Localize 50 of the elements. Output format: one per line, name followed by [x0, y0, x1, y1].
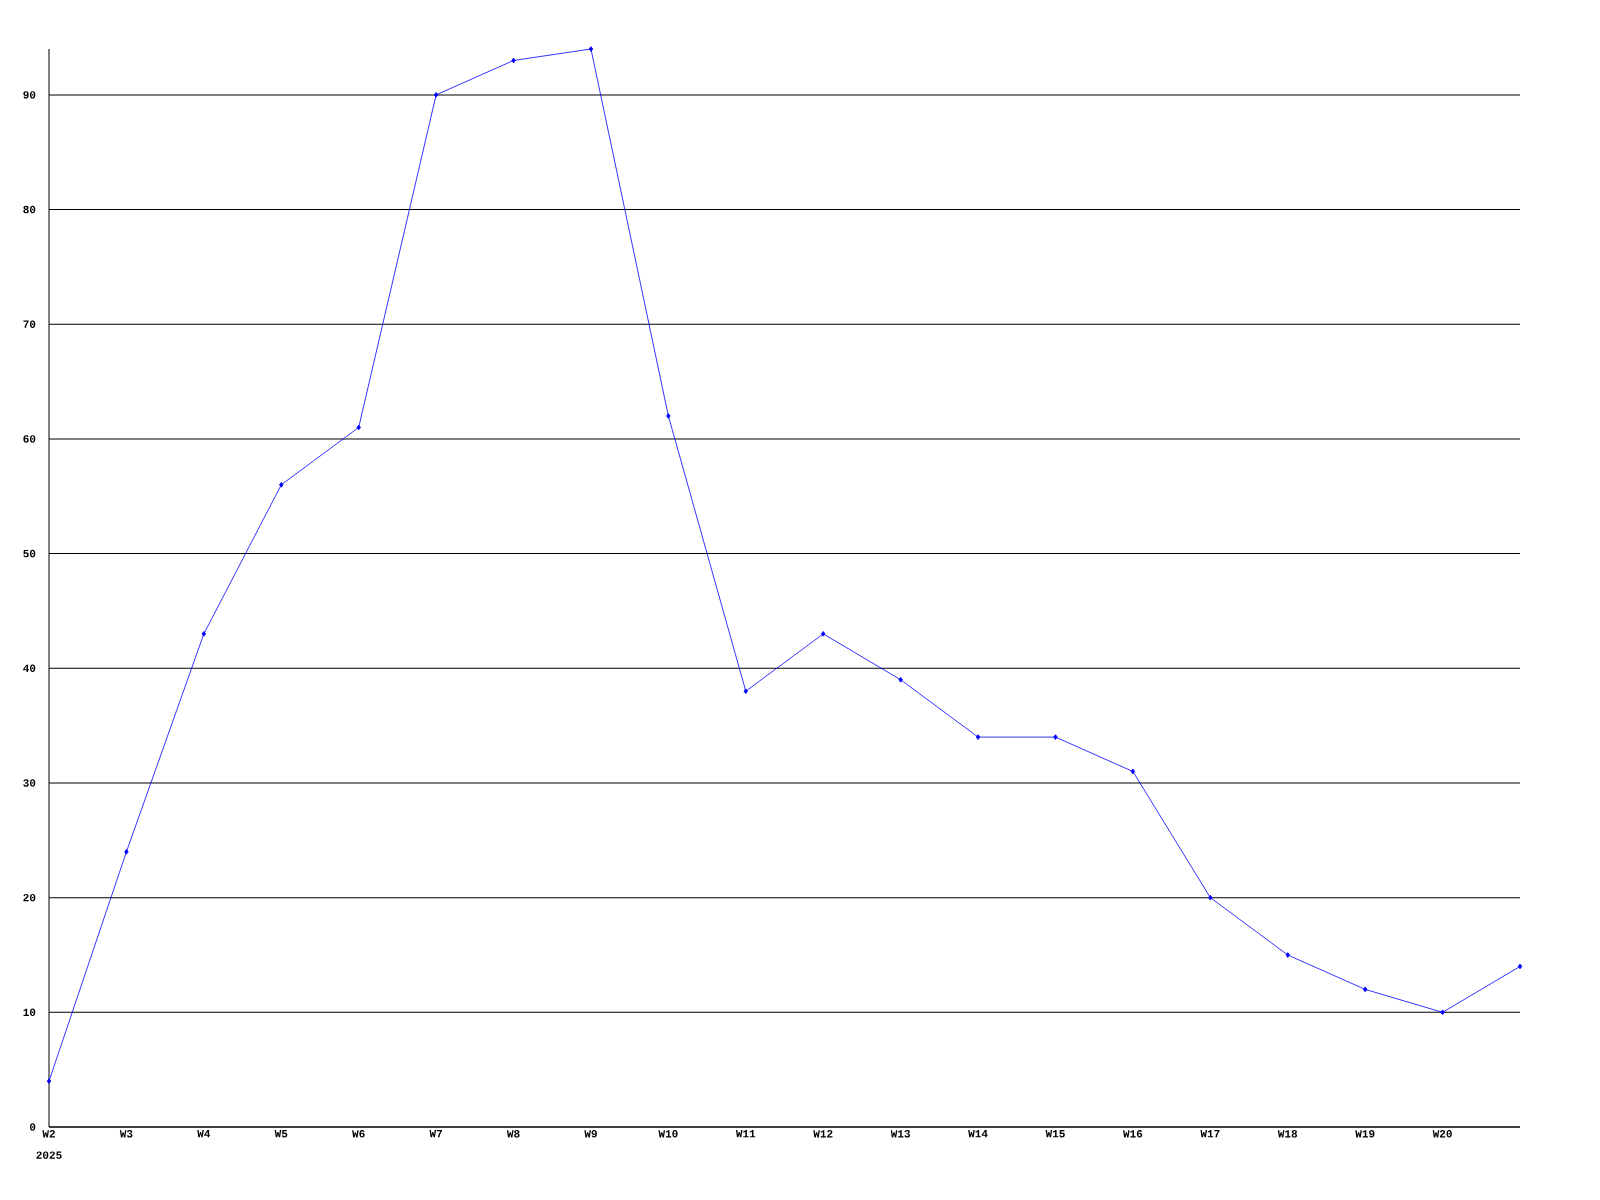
point: [666, 413, 671, 419]
point: [1517, 963, 1523, 970]
y-tick-label: 50: [23, 549, 36, 558]
x-tick-label: W8: [506, 1130, 520, 1138]
x-tick-label: W16: [1123, 1130, 1143, 1138]
x-tick-label: W17: [1200, 1130, 1220, 1138]
point: [588, 46, 594, 52]
point: [1130, 768, 1136, 775]
x-tick-label: W9: [584, 1130, 597, 1138]
point: [898, 676, 903, 683]
x-tick-label: W15: [1045, 1130, 1065, 1138]
y-tick-label: 40: [23, 664, 36, 672]
y-tick-label: 30: [23, 779, 36, 787]
y-tick-label: 10: [23, 1008, 36, 1017]
x-tick-label: W2: [42, 1130, 55, 1138]
y-tick-label: 60: [23, 435, 36, 443]
point: [124, 848, 129, 855]
point: [433, 92, 439, 98]
point: [1285, 952, 1290, 958]
x-tick-label: W19: [1355, 1130, 1375, 1138]
x-tick-label: W20: [1432, 1130, 1452, 1138]
y-tick-label: 70: [23, 320, 36, 328]
x-tick-label: W11: [735, 1130, 756, 1138]
y-tick-label: 20: [23, 893, 36, 902]
x-tick-label: W12: [813, 1130, 833, 1138]
x-tick-label: W6: [352, 1130, 365, 1138]
point: [201, 631, 207, 637]
x-tick-label: W10: [658, 1130, 678, 1138]
y-tick-label: 0: [29, 1123, 36, 1131]
point: [1053, 734, 1058, 740]
point: [279, 481, 284, 488]
point: [743, 688, 748, 695]
y-tick-label: 80: [23, 205, 36, 214]
point: [1208, 894, 1213, 901]
x-tick-label: W13: [890, 1130, 910, 1138]
x-tick-label: W18: [1277, 1130, 1298, 1138]
point: [1362, 986, 1368, 993]
x-tick-label: W5: [274, 1130, 288, 1138]
point: [511, 57, 516, 64]
x-tick-label: W7: [429, 1130, 442, 1138]
point: [356, 424, 361, 431]
text: 2025: [36, 1151, 62, 1159]
x-tick-label: W4: [197, 1130, 211, 1138]
point: [975, 734, 981, 740]
x-tick-label: W14: [968, 1130, 988, 1138]
x-tick-label: W3: [119, 1130, 133, 1138]
point: [46, 1078, 52, 1084]
point: [1440, 1009, 1445, 1016]
point: [821, 631, 826, 637]
y-tick-label: 90: [23, 91, 36, 99]
